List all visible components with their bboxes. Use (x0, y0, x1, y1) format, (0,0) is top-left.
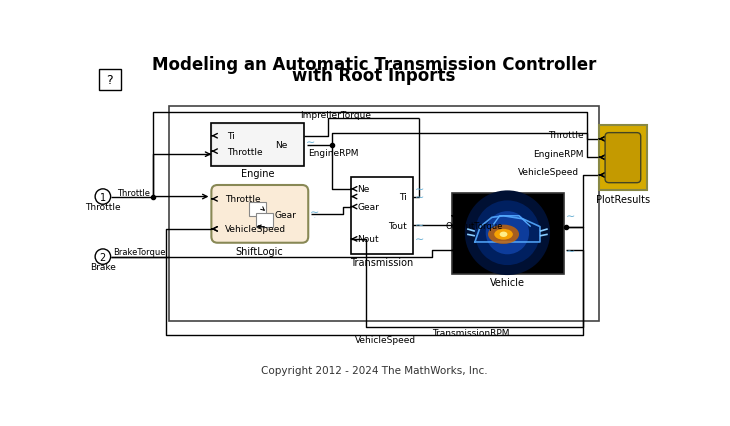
Text: ?: ? (107, 74, 113, 87)
Text: Throttle: Throttle (548, 131, 583, 140)
Text: ∼: ∼ (310, 207, 319, 217)
Text: Throttle: Throttle (226, 195, 261, 204)
Text: VehicleSpeed: VehicleSpeed (518, 167, 580, 176)
Text: Ti: Ti (399, 193, 407, 201)
Text: VehicleSpeed: VehicleSpeed (226, 225, 286, 234)
Text: Transmission: Transmission (350, 257, 413, 268)
Text: Gear: Gear (274, 210, 296, 219)
Ellipse shape (499, 232, 507, 237)
FancyBboxPatch shape (605, 133, 641, 183)
Text: .: . (310, 143, 312, 148)
Text: ∼: ∼ (415, 192, 423, 202)
Bar (256, 213, 273, 227)
Circle shape (95, 190, 111, 205)
Text: TransmissionRPM: TransmissionRPM (432, 328, 510, 337)
Text: ∼: ∼ (415, 234, 423, 245)
Text: EngineRPM: EngineRPM (533, 150, 583, 158)
Circle shape (95, 249, 111, 265)
Text: Copyright 2012 - 2024 The MathWorks, Inc.: Copyright 2012 - 2024 The MathWorks, Inc… (261, 365, 488, 375)
Text: ShiftLogic: ShiftLogic (236, 247, 283, 256)
Text: 2: 2 (100, 252, 106, 262)
Text: Throttle: Throttle (118, 189, 150, 198)
Text: ImprellerTorque: ImprellerTorque (300, 110, 371, 119)
Circle shape (485, 212, 529, 255)
Text: OutputTorque: OutputTorque (445, 221, 503, 230)
Text: EngineRPM: EngineRPM (309, 149, 359, 158)
Text: Vehicle: Vehicle (490, 277, 525, 287)
Ellipse shape (494, 229, 513, 240)
Text: ∼: ∼ (415, 184, 423, 194)
Bar (212, 124, 304, 166)
Bar (599, 126, 647, 191)
Text: PlotResults: PlotResults (596, 194, 650, 204)
Text: Ne: Ne (275, 141, 288, 150)
Text: ∼: ∼ (566, 246, 575, 256)
Bar (99, 70, 120, 90)
Bar (169, 106, 599, 322)
Bar (351, 178, 413, 255)
Text: Brake: Brake (90, 262, 116, 271)
Ellipse shape (488, 225, 519, 245)
Text: BrakeTorque: BrakeTorque (113, 248, 166, 257)
Text: with Root Inports: with Root Inports (293, 67, 456, 85)
Bar (213, 126, 303, 165)
Text: Ne: Ne (357, 185, 369, 194)
FancyBboxPatch shape (212, 186, 308, 243)
Text: Modeling an Automatic Transmission Controller: Modeling an Automatic Transmission Contr… (152, 56, 596, 74)
Text: ∼: ∼ (566, 211, 575, 221)
Text: Throttle: Throttle (85, 203, 120, 212)
Bar (452, 193, 564, 274)
Text: Ti: Ti (227, 132, 234, 141)
Circle shape (465, 191, 550, 276)
Text: Nout: Nout (357, 235, 379, 244)
Text: ∼: ∼ (306, 138, 315, 147)
Text: VehicleSpeed: VehicleSpeed (356, 335, 416, 345)
Bar (249, 202, 266, 216)
Text: .: . (314, 213, 315, 218)
Text: Throttle: Throttle (227, 147, 263, 156)
Circle shape (475, 201, 540, 265)
Text: Engine: Engine (241, 169, 274, 179)
Text: Tout: Tout (388, 221, 407, 230)
Text: Gear: Gear (357, 203, 379, 212)
Text: 1: 1 (100, 192, 106, 202)
Text: ∼: ∼ (415, 221, 423, 230)
